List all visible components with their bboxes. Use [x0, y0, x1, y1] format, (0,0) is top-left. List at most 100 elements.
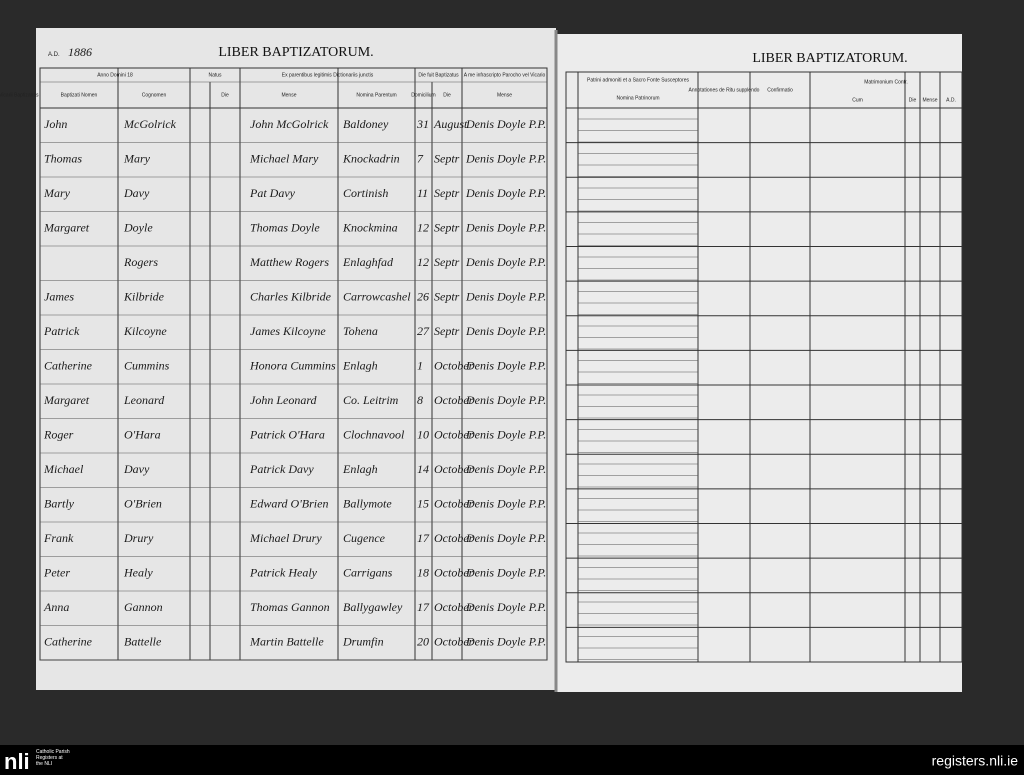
month: October [434, 393, 474, 407]
first-name: Catherine [44, 635, 93, 649]
footer-caption: Catholic Parish Registers at the NLI [36, 749, 70, 767]
parents: John McGolrick [250, 117, 329, 131]
priest: Denis Doyle P.P. [465, 324, 546, 338]
day: 20 [417, 635, 429, 649]
column-header: Mense [922, 97, 937, 103]
day: 14 [417, 462, 429, 476]
surname: Mary [123, 152, 151, 166]
parents: Patrick O'Hara [249, 428, 325, 442]
first-name: Mary [43, 186, 71, 200]
first-name: Patrick [43, 324, 80, 338]
day: 17 [417, 600, 430, 614]
right-title: LIBER BAPTIZATORUM. [752, 51, 907, 66]
first-name: Catherine [44, 359, 93, 373]
parents: John Leonard [250, 393, 318, 407]
residence: Carrowcashel [343, 290, 411, 304]
footer-caption-box: Catholic Parish Registers at the NLI [36, 749, 70, 767]
column-header: Confirmatio [767, 87, 793, 93]
parents: Thomas Doyle [250, 221, 320, 235]
first-name: Margaret [43, 393, 90, 407]
day: 12 [417, 221, 429, 235]
priest: Denis Doyle P.P. [465, 117, 546, 131]
priest: Denis Doyle P.P. [465, 462, 546, 476]
day: 18 [417, 566, 429, 580]
priest: Denis Doyle P.P. [465, 497, 546, 511]
first-name: Roger [43, 428, 74, 442]
surname: Leonard [123, 393, 165, 407]
priest: Denis Doyle P.P. [465, 600, 546, 614]
residence: Baldoney [343, 117, 389, 131]
day: 1 [417, 359, 423, 373]
column-header: Domicilium [411, 92, 435, 98]
group-header: A me infrascripto Parocho vel Vicario [464, 72, 546, 78]
month: October [434, 428, 474, 442]
month: Septr [434, 290, 460, 304]
priest: Denis Doyle P.P. [465, 428, 546, 442]
month: October [434, 359, 474, 373]
month: August [433, 117, 468, 131]
first-name: Michael [43, 462, 84, 476]
footer-site: registers.nli.ie [932, 753, 1019, 769]
group-header: Anno Domini 18 [97, 72, 133, 78]
month: Septr [434, 186, 460, 200]
month: October [434, 566, 474, 580]
residence: Enlaghfad [342, 255, 394, 269]
parents: Martin Battelle [249, 635, 324, 649]
residence: Drumfin [342, 635, 384, 649]
surname: Doyle [123, 221, 153, 235]
day: 15 [417, 497, 429, 511]
surname: O'Brien [124, 497, 162, 511]
month: Septr [434, 152, 460, 166]
column-header: Mense [497, 92, 512, 98]
priest: Denis Doyle P.P. [465, 635, 546, 649]
surname: Battelle [124, 635, 162, 649]
first-name: John [44, 117, 67, 131]
year-prefix: A.D. [48, 52, 60, 58]
right-page [556, 34, 962, 692]
day: 17 [417, 531, 430, 545]
month: October [434, 635, 474, 649]
surname: Davy [123, 186, 150, 200]
residence: Knockmina [342, 221, 398, 235]
month: Septr [434, 255, 460, 269]
column-header: Matrimonium Contr. [864, 79, 908, 85]
month: Septr [434, 324, 460, 338]
residence: Ballygawley [343, 600, 403, 614]
column-header: Sac. Parochi vel Vicarii Baptizantis [0, 92, 39, 98]
first-name: Peter [43, 566, 70, 580]
column-header: Die [221, 92, 229, 98]
priest: Denis Doyle P.P. [465, 531, 546, 545]
group-header: Die fuit Baptizatus [418, 72, 459, 78]
month: Septr [434, 221, 460, 235]
surname: Gannon [124, 600, 163, 614]
residence: Tohena [343, 324, 378, 338]
parents: Patrick Healy [249, 566, 318, 580]
column-header: Baptizati Nomen [61, 92, 98, 98]
priest: Denis Doyle P.P. [465, 290, 546, 304]
column-header: Patrini admoniti et a Sacro Fonte Suscep… [587, 77, 689, 83]
surname: Healy [123, 566, 153, 580]
parents: Michael Mary [249, 152, 319, 166]
day: 31 [416, 117, 429, 131]
column-header: Cum [852, 97, 863, 103]
column-header: Mense [281, 92, 296, 98]
footer-brand: nli [4, 749, 30, 774]
priest: Denis Doyle P.P. [465, 221, 546, 235]
column-header: Nomina Patrinorum [616, 95, 659, 101]
residence: Carrigans [343, 566, 393, 580]
residence: Co. Leitrim [343, 393, 399, 407]
left-title: LIBER BAPTIZATORUM. [218, 45, 373, 60]
first-name: James [44, 290, 74, 304]
first-name: Margaret [43, 221, 90, 235]
priest: Denis Doyle P.P. [465, 393, 546, 407]
surname: Kilbride [123, 290, 165, 304]
left-table: Anno Domini 18 Natus Ex parentibus legitim… [0, 67, 548, 661]
first-name: Frank [43, 531, 74, 545]
column-header: Nomina Parentum [356, 92, 396, 98]
residence: Cortinish [343, 186, 388, 200]
column-header: Die [443, 92, 451, 98]
year: 1886 [68, 45, 92, 59]
month: October [434, 497, 474, 511]
